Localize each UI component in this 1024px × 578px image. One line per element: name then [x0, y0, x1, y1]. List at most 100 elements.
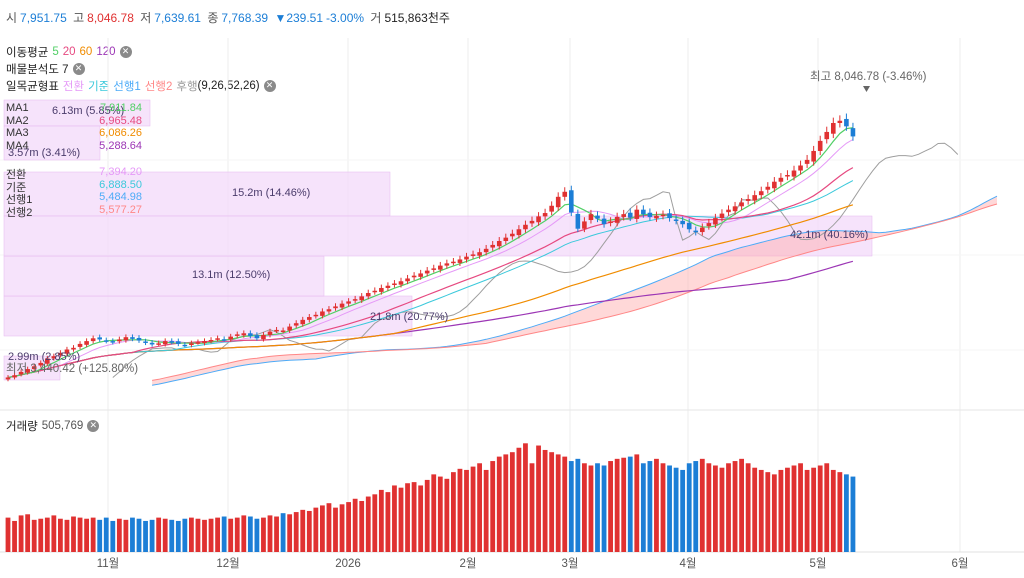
- candle-body: [313, 314, 319, 317]
- candle-body: [280, 330, 286, 332]
- candle-body: [516, 229, 522, 236]
- legend-row: MA2 6,965.48: [6, 115, 142, 127]
- volume-bar: [31, 519, 37, 552]
- volume-profile-label: 42.1m (40.16%): [790, 229, 868, 241]
- candle-body: [739, 202, 744, 207]
- candle-body: [438, 265, 443, 270]
- candle-body: [228, 336, 233, 340]
- candle-body: [575, 213, 581, 229]
- volume-bar: [116, 518, 122, 552]
- volume-bar: [293, 512, 299, 552]
- candle-body: [169, 341, 175, 343]
- volume-bar: [221, 516, 227, 552]
- volume-bar: [490, 461, 496, 552]
- ichimoku-lead1-line: [152, 195, 998, 386]
- volume-bar: [804, 469, 810, 552]
- x-tick-label: 2026: [335, 558, 361, 570]
- volume-profile-label: 21.8m (20.77%): [370, 311, 448, 323]
- volume-bar: [241, 515, 247, 552]
- open-label: 시: [6, 11, 18, 25]
- legend-row: MA1 7,911.84: [6, 102, 142, 114]
- volume-bar: [431, 474, 437, 552]
- volume-bar: [143, 520, 148, 552]
- volume-bar: [464, 469, 469, 552]
- volume-bar: [18, 515, 24, 552]
- volume-bar: [542, 449, 548, 552]
- candle-body: [77, 343, 83, 347]
- remove-ichimoku-icon[interactable]: ✕: [263, 80, 276, 92]
- candle-body: [673, 219, 679, 221]
- candle-body: [765, 186, 771, 190]
- volume-bar: [667, 465, 672, 552]
- candle-body: [189, 343, 194, 346]
- volume-bar: [523, 443, 528, 552]
- volume-profile-bar: [3, 255, 325, 297]
- candle-body: [241, 333, 247, 336]
- ichimoku-part-base: 기준: [88, 81, 110, 93]
- candle-body: [503, 237, 509, 241]
- volume-bar: [470, 466, 476, 552]
- ma-period-120: 120: [96, 46, 116, 58]
- candle-body: [601, 218, 607, 225]
- volume-bar: [392, 485, 397, 552]
- volume-bar: [516, 447, 522, 552]
- legend-row: 기준 6,888.50: [6, 179, 142, 195]
- candle-body: [90, 338, 96, 342]
- volume-bar: [84, 518, 89, 552]
- volume-bar: [608, 461, 613, 552]
- ichimoku-cloud: [152, 196, 998, 386]
- volume-bar: [503, 454, 509, 552]
- low-value: 7,639.61: [154, 11, 201, 25]
- candle-body: [326, 309, 332, 312]
- candle-body: [732, 206, 738, 212]
- candle-body: [339, 303, 345, 308]
- remove-volume-panel-icon[interactable]: ✕: [87, 420, 100, 432]
- ichimoku-part-lead2: 선행2: [144, 81, 173, 93]
- candle-body: [804, 159, 810, 164]
- candle-body: [621, 214, 626, 217]
- volume-bar: [175, 520, 181, 552]
- candle-body: [411, 275, 417, 278]
- volume-bar: [451, 472, 456, 552]
- volume-bar: [477, 463, 482, 552]
- candle-body: [523, 224, 528, 230]
- candle-body: [156, 343, 161, 345]
- volume-profile-bar: [3, 99, 151, 127]
- volume-bar: [306, 510, 312, 552]
- volume-bar: [202, 519, 207, 552]
- volume-panel-value: 505,769: [41, 420, 84, 432]
- volume-profile-title: 매물분석도 7: [6, 64, 69, 76]
- legend-row: 선행1 5,484.98: [6, 191, 142, 207]
- volume-bar: [457, 468, 463, 552]
- candle-body: [300, 319, 306, 325]
- volume-bar: [437, 476, 443, 552]
- volume-bar: [378, 489, 384, 552]
- candle-body: [117, 339, 122, 342]
- volume-bar: [372, 494, 378, 552]
- volume-value: 515,863천주: [384, 11, 450, 25]
- candle-body: [320, 311, 325, 316]
- volume-profile-row: 매물분석도 7 ✕: [6, 61, 85, 77]
- volume-bar: [732, 461, 738, 552]
- volume-bar: [536, 445, 541, 552]
- volume-bar: [97, 519, 103, 552]
- volume-bar: [195, 518, 201, 552]
- volume-bar: [850, 476, 856, 552]
- volume-bar: [58, 518, 63, 552]
- remove-volume-profile-icon[interactable]: ✕: [72, 63, 85, 75]
- candle-body: [562, 191, 568, 197]
- volume-bar: [136, 518, 142, 552]
- volume-profile-label: 13.1m (12.50%): [192, 269, 270, 281]
- ichimoku-base-line: [7, 180, 854, 378]
- candle-body: [143, 341, 148, 343]
- remove-ma-icon[interactable]: ✕: [119, 46, 132, 58]
- volume-profile-label: 3.57m (3.41%): [8, 147, 80, 159]
- volume-bar: [614, 458, 620, 552]
- legend-value: 6,888.50: [99, 178, 142, 191]
- candle-body: [595, 215, 600, 219]
- volume-bar: [811, 467, 817, 552]
- candle-body: [208, 339, 214, 342]
- candle-body: [647, 212, 653, 217]
- candle-body: [346, 301, 351, 304]
